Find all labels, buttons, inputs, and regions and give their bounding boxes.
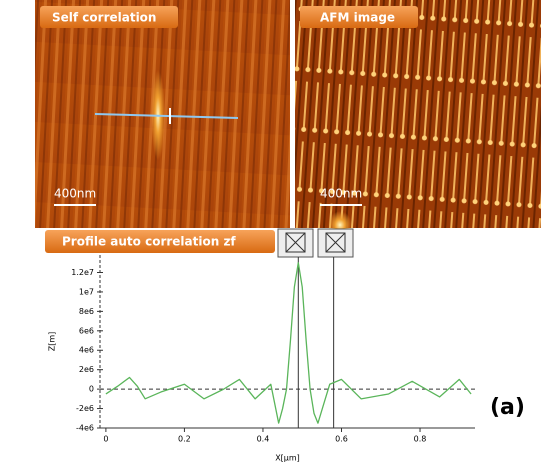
y-tick-label: -4e6 (76, 424, 94, 433)
x-tick-label: 0.6 (335, 435, 348, 444)
y-tick-label: 1e7 (79, 287, 94, 296)
y-tick-label: 8e6 (79, 307, 94, 316)
figure: Self correlation AFM image 400nm 400nm P… (0, 0, 543, 466)
y-tick-label: 0 (89, 385, 94, 394)
x-tick-label: 0.4 (257, 435, 270, 444)
y-tick-label: -2e6 (76, 404, 94, 413)
x-tick-label: 0.2 (178, 435, 191, 444)
y-axis-label: Z[m] (48, 332, 57, 352)
data-line (106, 263, 471, 423)
scale-label: 400nm (54, 187, 96, 201)
x-axis-label: X[µm] (275, 454, 300, 463)
scale-label: 400nm (320, 187, 362, 201)
y-tick-label: 6e6 (79, 326, 94, 335)
y-tick-label: 4e6 (79, 346, 94, 355)
figure-label: (a) (490, 395, 525, 420)
x-tick-label: 0 (103, 435, 108, 444)
chart-title: Profile auto correlation zf (62, 235, 236, 249)
panel-label: AFM image (320, 11, 395, 25)
y-tick-label: 1.2e7 (71, 268, 94, 277)
panel-label: Self correlation (52, 11, 156, 25)
x-tick-label: 0.8 (414, 435, 427, 444)
cursor-box (318, 229, 353, 257)
y-tick-label: 2e6 (79, 365, 94, 374)
cursor-box (278, 229, 313, 257)
